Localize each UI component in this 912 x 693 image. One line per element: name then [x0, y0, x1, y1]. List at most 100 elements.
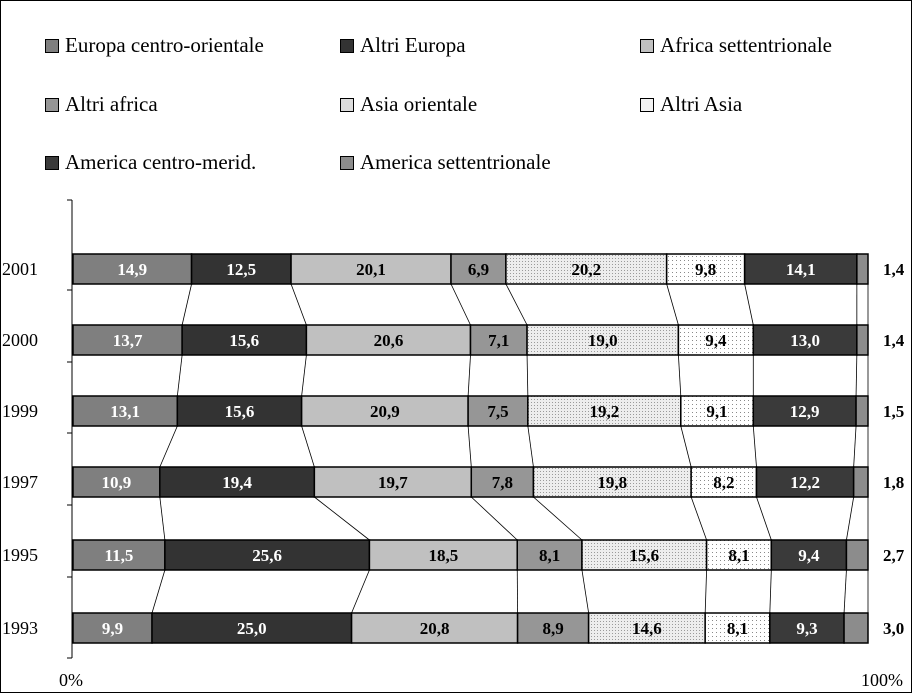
value-label: 20,6 [374, 331, 404, 350]
value-label: 1,5 [883, 402, 904, 421]
bar-segment [72, 253, 193, 285]
series-line [301, 425, 315, 468]
bar-segment [856, 253, 869, 285]
category-label: 2000 [2, 330, 38, 350]
bar-segment [72, 612, 153, 644]
series-line [533, 496, 583, 541]
value-label: 14,1 [786, 260, 816, 279]
value-label: 15,6 [229, 331, 259, 350]
category-label: 1999 [2, 401, 38, 421]
series-line [467, 425, 472, 468]
bar-segment [690, 466, 758, 498]
category-label: 1997 [2, 472, 38, 492]
value-label: 8,1 [728, 546, 749, 565]
legend-label: Europa centro-orientale [65, 33, 264, 57]
value-label: 12,5 [226, 260, 256, 279]
legend-item-altri-africa: Altri africa [45, 92, 158, 117]
value-label: 8,1 [727, 619, 748, 638]
series-line [301, 354, 307, 397]
legend-swatch [340, 97, 354, 112]
series-line [678, 354, 682, 397]
series-line [581, 569, 590, 614]
legend-label: America centro-merid. [65, 150, 257, 174]
bar-segment [159, 466, 316, 498]
legend-item-altri-asia: Altri Asia [640, 92, 742, 117]
bar-group [72, 253, 869, 644]
bar-segment [190, 253, 292, 285]
value-label: 15,6 [225, 402, 255, 421]
value-label: 9,3 [796, 619, 817, 638]
legend-swatch [45, 97, 59, 112]
x-axis-ticks: 0% 100% [59, 670, 903, 690]
series-line [181, 283, 192, 326]
legend-swatch [45, 38, 59, 53]
legend-item-altri-europa: Altri Europa [340, 33, 466, 58]
value-label: 13,1 [110, 402, 140, 421]
bar-segment [855, 395, 869, 427]
bar-segment [516, 539, 583, 571]
value-label: 19,4 [222, 473, 252, 492]
value-label: 14,6 [632, 619, 662, 638]
series-line [690, 496, 707, 541]
bar-segment [290, 253, 452, 285]
value-label: 18,5 [428, 546, 458, 565]
bar-segment [852, 466, 869, 498]
value-label: 8,9 [542, 619, 563, 638]
value-label: 1,4 [883, 260, 905, 279]
bar-segment [752, 324, 858, 356]
legend-label: Altri Europa [360, 33, 466, 57]
value-label: 25,0 [237, 619, 267, 638]
series-line [471, 496, 518, 541]
bar-segment [743, 253, 858, 285]
series-line [846, 496, 855, 541]
series-lines [151, 283, 869, 614]
value-labels: 14,9 12,5 20,1 6,9 20,2 9,8 14,1 1,4 13,7 15,6 20,… [102, 260, 905, 638]
series-line [314, 496, 370, 541]
legend-swatch [340, 38, 354, 53]
value-label: 25,6 [252, 546, 282, 565]
series-line [853, 425, 857, 468]
bar-segment [677, 324, 755, 356]
bar-segment [72, 324, 183, 356]
x-tick-label: 0% [59, 670, 83, 690]
series-line [176, 354, 183, 397]
series-line [526, 354, 529, 397]
series-line [744, 283, 754, 326]
series-line [855, 354, 858, 397]
bar-segment [72, 539, 166, 571]
value-label: 8,1 [539, 546, 560, 565]
value-label: 14,9 [117, 260, 147, 279]
series-line [467, 354, 471, 397]
value-label: 12,9 [790, 402, 820, 421]
category-axis: 2001 2000 1999 1997 1995 1993 [2, 199, 73, 659]
bar-segment [450, 253, 507, 285]
category-label: 1995 [2, 545, 38, 565]
value-label: 2,7 [883, 546, 905, 565]
legend-label: Altri Asia [660, 92, 743, 116]
series-line [666, 283, 679, 326]
bar-segment [755, 466, 855, 498]
bar-segment [845, 539, 869, 571]
value-label: 3,0 [883, 619, 904, 638]
series-line [159, 425, 178, 468]
value-label: 9,4 [705, 331, 727, 350]
legend-swatch [640, 97, 654, 112]
value-label: 15,6 [629, 546, 659, 565]
legend: Europa centro-orientale Altri Europa Afr… [0, 0, 912, 200]
value-label: 19,7 [378, 473, 408, 492]
bar-segment [176, 395, 303, 427]
value-label: 20,1 [356, 260, 386, 279]
value-label: 13,0 [790, 331, 820, 350]
legend-item-africa-settentrionale: Africa settentrionale [640, 33, 832, 58]
value-label: 12,2 [790, 473, 820, 492]
series-line [843, 569, 847, 614]
series-line [680, 425, 692, 468]
value-label: 10,9 [102, 473, 132, 492]
value-label: 7,8 [492, 473, 513, 492]
legend-item-asia-orientale: Asia orientale [340, 92, 477, 117]
value-label: 7,1 [488, 331, 509, 350]
value-label: 11,5 [105, 546, 134, 565]
bar-segment [843, 612, 869, 644]
value-label: 6,9 [468, 260, 489, 279]
bar-segment [581, 539, 708, 571]
